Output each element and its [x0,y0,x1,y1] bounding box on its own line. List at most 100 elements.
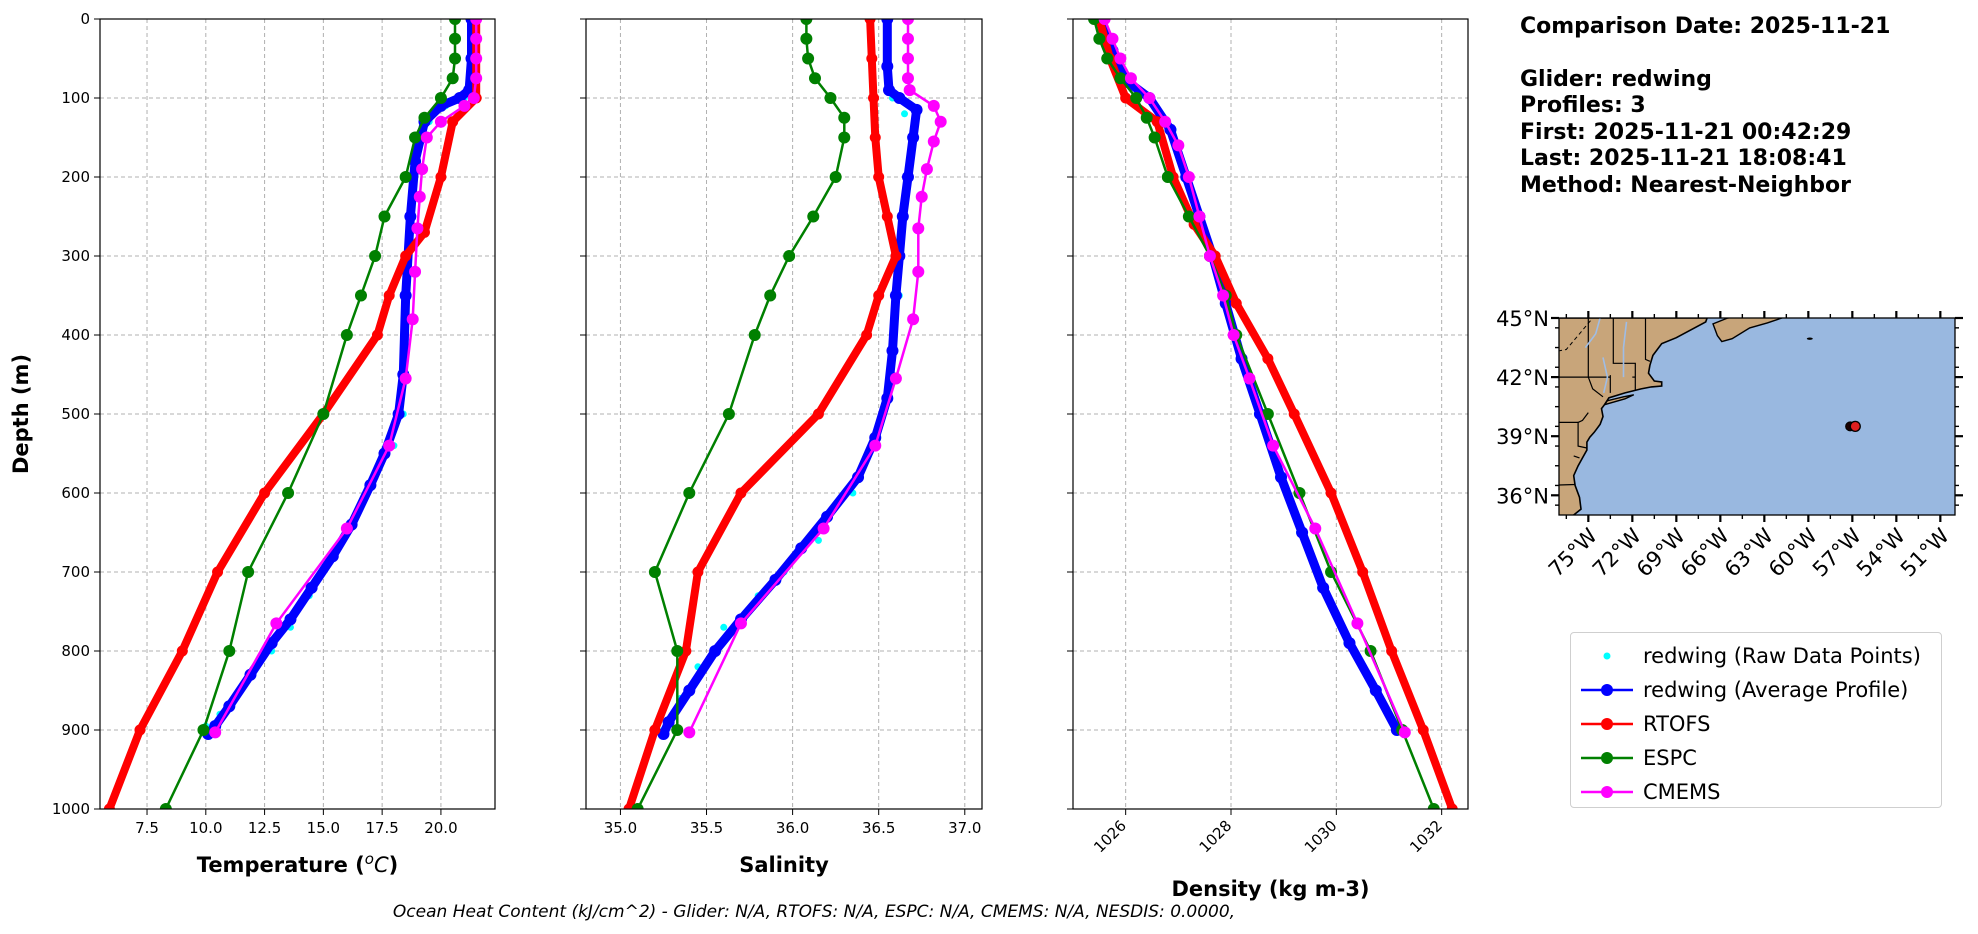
x-tick-label: 10.0 [189,819,222,837]
location-map: 75°W72°W69°W66°W63°W60°W57°W54°W51°W 36°N… [1496,307,1963,582]
cmems-marker [1267,439,1280,452]
rtofs-marker [873,290,885,301]
legend-item-espc: ESPC [1571,741,1941,775]
rtofs-marker [864,19,876,25]
espc-marker [1088,19,1101,25]
cmems-marker [1098,19,1111,25]
cmems-marker [420,131,433,144]
legend-item-rtofs: RTOFS [1571,707,1941,741]
espc-marker [317,408,330,420]
espc-marker [631,803,644,809]
x-tick-label: 35.0 [604,819,637,837]
legend-label: redwing (Average Profile) [1643,678,1909,702]
legend-swatch [1603,652,1611,660]
espc-marker [159,803,172,809]
legend-swatch [1581,684,1633,696]
raw-data-point [901,110,909,118]
cmems-marker [1106,32,1119,45]
y-tick-label: 300 [61,247,90,265]
glider-marker [683,684,696,697]
map-frame [1558,317,1956,516]
x-tick-label: 35.5 [690,819,723,837]
map-x-tick-label: 63°W [1720,523,1778,581]
comparison-info: Comparison Date: 2025-11-21 Glider: redw… [1520,14,1890,199]
rtofs-marker [1417,724,1429,736]
glider-marker [889,289,902,302]
espc-marker [354,289,367,302]
rtofs-marker [680,645,692,657]
x-tick-label: 1030 [1301,817,1341,857]
espc-marker [418,111,431,124]
espc-marker [1182,210,1195,223]
y-axis-label: Depth (m) [9,354,33,474]
legend: redwing (Raw Data Points) redwing (Averag… [1570,632,1942,808]
map-y-tick-label: 42°N [1496,366,1549,390]
y-tick-label: 900 [61,721,90,739]
espc-marker [764,289,777,302]
glider-marker [893,92,906,104]
map-y-tick-label: 39°N [1496,425,1549,449]
espc-marker [1161,171,1174,183]
glider-marker [910,103,923,116]
rtofs-marker [735,487,747,499]
plot-area [623,19,947,809]
cmems-marker [1114,52,1127,65]
espc-marker [802,52,815,65]
x-tick-label: 36.5 [862,819,895,837]
rtofs-marker [649,724,661,736]
profile-count: Profiles: 3 [1520,93,1646,118]
glider-marker [907,131,920,144]
espc-marker [449,32,462,45]
cmems-marker [413,190,426,203]
cmems-marker [915,190,928,203]
cmems-marker [920,163,933,176]
rtofs-marker [812,408,824,420]
cmems-marker [1227,329,1240,341]
y-tick-label: 0 [80,10,90,28]
rtofs-marker [692,566,704,578]
rtofs-marker [134,724,146,736]
x-tick-label: 1032 [1406,817,1446,857]
x-tick-label: 36.0 [776,819,809,837]
cmems-marker [683,726,696,739]
espc-marker [807,210,820,223]
glider-marker [1296,526,1309,539]
rtofs-marker [1357,566,1369,578]
glider-marker [399,289,412,302]
espc-marker [1427,803,1440,809]
cmems-marker [927,99,940,112]
glider-marker [1343,637,1356,650]
rtofs-marker [1325,487,1337,499]
glider-marker [883,84,896,97]
legend-item-raw: redwing (Raw Data Points) [1571,639,1941,673]
espc-marker [282,487,295,499]
cmems-marker [901,72,914,85]
cmems-marker [1172,139,1185,152]
state-border [1559,376,1604,398]
map-x-tick-label: 72°W [1588,523,1646,581]
espc-marker [369,250,382,262]
espc-marker [340,329,353,341]
espc-marker [446,72,459,85]
rtofs-marker [1386,645,1398,657]
espc-marker [449,52,462,65]
cmems-marker [340,522,353,535]
cmems-marker [383,439,396,452]
glider-marker [901,171,914,183]
rtofs-marker [1288,408,1300,420]
espc-marker [434,92,447,104]
cmems-marker [1124,72,1137,85]
map-x-tick-label: 51°W [1896,523,1954,581]
comparison-date: Comparison Date: 2025-11-21 [1520,14,1891,39]
legend-dot [1603,652,1611,660]
cmems-marker [470,52,483,65]
map-x-tick-label: 57°W [1808,523,1866,581]
river [1602,357,1609,394]
x-tick-label: 37.0 [948,819,981,837]
espc-marker [838,111,851,124]
newfoundland-edge [1816,308,1904,314]
glider-marker [1317,581,1330,594]
glider-marker [896,210,909,223]
cmems-marker [467,92,480,104]
legend-item-glider: redwing (Average Profile) [1571,673,1941,707]
